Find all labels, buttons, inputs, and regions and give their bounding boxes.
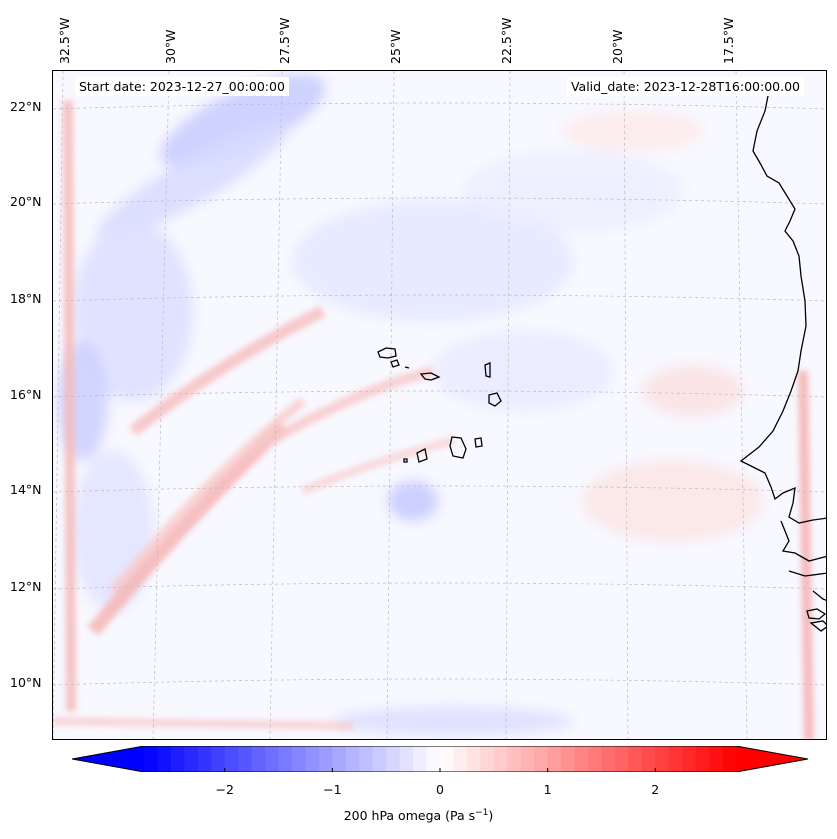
colorbar-cell [466,746,481,772]
colorbar-cell [372,746,387,772]
lon-label-25w: 25°W [388,29,403,64]
colorbar-cell [399,746,414,772]
colorbar-cell [197,746,212,772]
colorbar-cell [480,746,495,772]
colorbar-cell [534,746,549,772]
colorbar-cell [547,746,562,772]
colorbar-cell [292,746,307,772]
colorbar [72,746,808,772]
colorbar-cell [278,746,293,772]
start-date-label: Start date: 2023-12-27_00:00:00 [75,77,289,96]
lon-label-27-5w: 27.5°W [277,17,292,64]
colorbar-cell [709,746,724,772]
colorbar-cell [641,746,656,772]
colorbar-cell [453,746,468,772]
cape-verde-islands [377,347,502,463]
colorbar-cell [345,746,360,772]
graticule [53,71,826,739]
colorbar-cell [332,746,347,772]
colorbar-cell [574,746,589,772]
colorbar-cell [520,746,535,772]
colorbar-label: 200 hPa omega (Pa s−1) [343,808,494,824]
colorbar-cell [655,746,670,772]
colorbar-cell [359,746,374,772]
colorbar-tick-label: 0 [436,782,444,797]
colorbar-cell [695,746,710,772]
lat-label-14n: 14°N [10,482,42,497]
colorbar-cell [614,746,629,772]
colorbar-cell [601,746,616,772]
colorbar-cell [628,746,643,772]
colorbar-tick-label: −2 [215,782,234,797]
colorbar-cell [493,746,508,772]
colorbar-cell [561,746,576,772]
colorbar-cell [413,746,428,772]
colorbar-cell [305,746,320,772]
colorbar-cell [507,746,522,772]
lat-label-18n: 18°N [10,291,42,306]
colorbar-cell [157,746,172,772]
map-panel: Start date: 2023-12-27_00:00:00 Valid_da… [52,70,827,740]
lat-label-12n: 12°N [10,579,42,594]
colorbar-cell [426,746,441,772]
colorbar-cell [211,746,226,772]
colorbar-cell [668,746,683,772]
lat-label-22n: 22°N [10,99,42,114]
field-blobs [58,74,763,735]
lon-label-30w: 30°W [163,29,178,64]
colorbar-cell [144,746,159,772]
colorbar-tick-label: −1 [323,782,342,797]
lat-label-20n: 20°N [10,194,42,209]
valid-date-label: Valid_date: 2023-12-28T16:00:00.00 [566,77,804,96]
lon-label-17-5w: 17.5°W [721,17,736,64]
african-coastline [739,90,826,632]
colorbar-cell [318,746,333,772]
colorbar-cell [224,746,239,772]
colorbar-cell [440,746,455,772]
colorbar-cell [682,746,697,772]
colorbar-cell [170,746,185,772]
colorbar-cell [238,746,253,772]
colorbar-cell [386,746,401,772]
lon-label-32-5w: 32.5°W [57,17,72,64]
colorbar-low-extend [72,746,144,772]
colorbar-cell [184,746,199,772]
colorbar-tick-label: 1 [543,782,552,797]
lat-label-10n: 10°N [10,675,42,690]
lat-label-16n: 16°N [10,387,42,402]
red-streaks [53,100,814,739]
omega-field-map [53,71,826,739]
colorbar-cell [588,746,603,772]
colorbar-high-extend [736,746,808,772]
colorbar-tick-label: 2 [651,782,660,797]
colorbar-cell [251,746,266,772]
lon-label-22-5w: 22.5°W [499,17,514,64]
colorbar-cell [265,746,280,772]
colorbar-cell [722,746,737,772]
lon-label-20w: 20°W [610,29,625,64]
